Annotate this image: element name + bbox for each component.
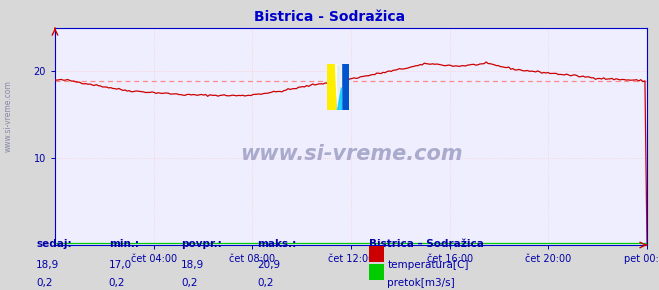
Text: pretok[m3/s]: pretok[m3/s] bbox=[387, 278, 455, 288]
Text: Bistrica - Sodražica: Bistrica - Sodražica bbox=[254, 10, 405, 24]
Polygon shape bbox=[335, 64, 341, 110]
Text: min.:: min.: bbox=[109, 239, 139, 249]
Text: maks.:: maks.: bbox=[257, 239, 297, 249]
Text: www.si-vreme.com: www.si-vreme.com bbox=[4, 80, 13, 152]
Text: 0,2: 0,2 bbox=[36, 278, 53, 288]
Text: 17,0: 17,0 bbox=[109, 260, 132, 269]
Text: www.si-vreme.com: www.si-vreme.com bbox=[240, 144, 463, 164]
Text: 0,2: 0,2 bbox=[257, 278, 273, 288]
Polygon shape bbox=[337, 87, 341, 110]
Text: 0,2: 0,2 bbox=[109, 278, 125, 288]
Text: 18,9: 18,9 bbox=[36, 260, 59, 269]
Bar bbox=[337, 64, 349, 110]
Text: Bistrica – Sodražica: Bistrica – Sodražica bbox=[369, 239, 484, 249]
Text: sedaj:: sedaj: bbox=[36, 239, 72, 249]
Text: povpr.:: povpr.: bbox=[181, 239, 222, 249]
Text: 18,9: 18,9 bbox=[181, 260, 204, 269]
Text: temperatura[C]: temperatura[C] bbox=[387, 260, 469, 269]
Text: 20,9: 20,9 bbox=[257, 260, 280, 269]
Text: 0,2: 0,2 bbox=[181, 278, 198, 288]
